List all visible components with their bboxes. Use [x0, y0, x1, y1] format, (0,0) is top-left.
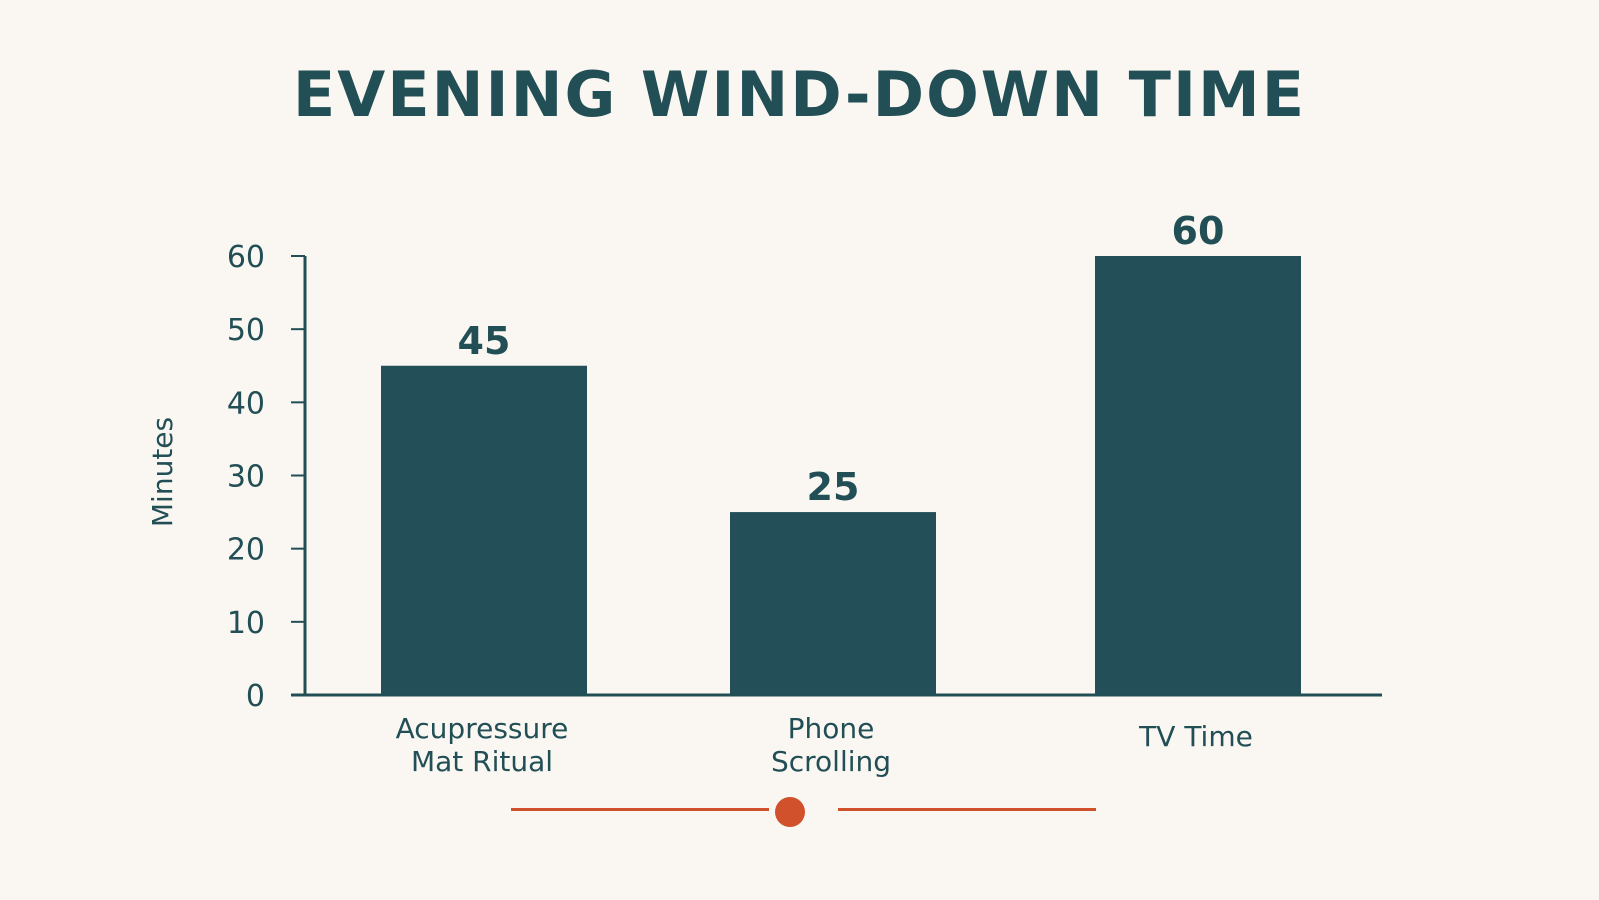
x-category-label: Scrolling [771, 745, 891, 778]
decorative-divider-left [511, 808, 769, 811]
decorative-divider-right [838, 808, 1096, 811]
bar-value-label: 45 [458, 319, 511, 363]
x-category-label: TV Time [1138, 720, 1253, 753]
y-tick-label: 20 [227, 533, 265, 568]
y-tick-label: 50 [227, 313, 265, 348]
chart-title: EVENING WIND-DOWN TIME [292, 58, 1307, 131]
bar [381, 365, 587, 695]
y-tick-label: 40 [227, 386, 265, 421]
y-tick-label: 60 [227, 240, 265, 275]
y-tick-label: 0 [246, 679, 265, 714]
x-category-label: Mat Ritual [411, 745, 553, 778]
y-axis-label: Minutes [146, 417, 179, 527]
bar-value-label: 25 [807, 465, 860, 509]
bar [1095, 256, 1301, 695]
x-category-label: Acupressure [396, 712, 569, 745]
x-category-label: Phone [788, 712, 875, 745]
y-tick-label: 10 [227, 606, 265, 641]
y-tick-label: 30 [227, 460, 265, 495]
y-axis-ticks: 0 10 20 30 40 50 60 [227, 240, 305, 714]
bar-value-labels: 45 25 60 [458, 209, 1225, 509]
bar-value-label: 60 [1172, 209, 1225, 253]
decorative-dot-icon [775, 797, 805, 827]
bars [381, 256, 1301, 695]
bar [730, 512, 936, 695]
